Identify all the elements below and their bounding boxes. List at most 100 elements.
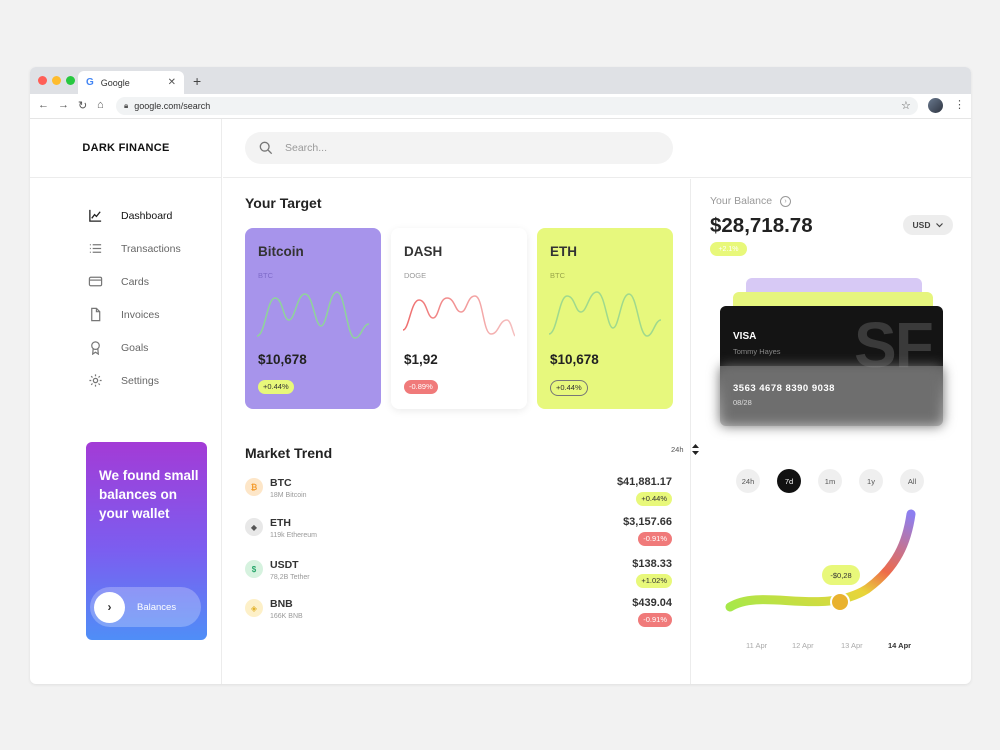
top-bar — [223, 119, 971, 178]
url-field[interactable]: 🔒︎ google.com/search — [116, 97, 918, 115]
market-row-eth[interactable]: ◆ ETH 119k Ethereum $3,157.66 -0.91% — [245, 516, 672, 556]
market-symbol: BTC — [270, 477, 292, 489]
card-price: $10,678 — [550, 352, 599, 367]
market-filter[interactable]: 24h — [671, 444, 699, 455]
market-row-btc[interactable]: ₿ BTC 18M Bitcoin $41,881.17 +0.44% — [245, 476, 672, 516]
balance-label-row: Your Balance › — [710, 195, 792, 207]
bookmark-star-icon[interactable]: ☆ — [901, 100, 911, 112]
balance-gauge-chart — [725, 509, 916, 612]
period-1m[interactable]: 1m — [818, 469, 842, 493]
browser-tab[interactable]: G Google ✕ — [78, 71, 184, 94]
sidebar-item-label: Settings — [121, 374, 159, 387]
sidebar-item-label: Goals — [121, 341, 149, 354]
profile-avatar[interactable] — [928, 98, 943, 113]
sidebar-menu: Dashboard Transactions Cards Invoices Go… — [88, 199, 181, 397]
sidebar-item-invoices[interactable]: Invoices — [88, 298, 181, 331]
market-price: $41,881.17 — [616, 476, 672, 488]
gauge-tooltip: -$0,28 — [822, 565, 860, 585]
minimize-window-dot[interactable] — [52, 76, 61, 85]
sidebar-item-cards[interactable]: Cards — [88, 265, 181, 298]
forward-icon[interactable]: → — [58, 99, 69, 111]
your-target-title: Your Target — [245, 195, 322, 211]
period-24h[interactable]: 24h — [736, 469, 760, 493]
market-change-badge: +0.44% — [636, 492, 672, 506]
url-text: google.com/search — [134, 101, 211, 111]
usdt-coin-icon: $ — [245, 560, 263, 578]
sidebar-item-label: Cards — [121, 275, 150, 288]
brand-logo: DARK FINANCE — [30, 119, 222, 178]
sidebar-item-dashboard[interactable]: Dashboard — [88, 199, 181, 232]
home-icon[interactable]: ⌂ — [97, 99, 104, 111]
lock-icon: 🔒︎ — [124, 101, 129, 110]
reload-icon[interactable]: ↻ — [78, 100, 88, 112]
chevron-right-icon: › — [94, 591, 125, 623]
sidebar-item-transactions[interactable]: Transactions — [88, 232, 181, 265]
card-blur-shape — [720, 366, 943, 426]
market-symbol: ETH — [270, 517, 291, 529]
balances-button[interactable]: › Balances — [90, 587, 201, 627]
market-row-bnb[interactable]: ◈ BNB 166K BNB $439.04 -0.91% — [245, 597, 672, 637]
eth-coin-icon: ◆ — [245, 518, 263, 536]
btc-coin-icon: ₿ — [245, 478, 263, 496]
sidebar-item-label: Dashboard — [121, 209, 173, 222]
document-icon — [91, 307, 101, 322]
dash-sparkline — [403, 295, 515, 337]
info-icon[interactable]: › — [780, 195, 792, 207]
card-stack[interactable]: SF VISA Tommy Hayes 3563 4678 8390 9038 … — [692, 278, 971, 443]
tab-close-icon[interactable]: ✕ — [167, 77, 176, 88]
market-row-usdt[interactable]: $ USDT 78,2B Tether $138.33 +1.02% — [245, 558, 672, 598]
card-change-badge: +0.44% — [550, 380, 588, 396]
balance-label: Your Balance — [710, 195, 773, 207]
tab-strip: G Google ✕ + — [30, 67, 971, 94]
balance-panel: Your Balance › $28,718.78 +2.1% USD SF V… — [692, 179, 971, 684]
period-selector: 24h 7d 1m 1y All — [736, 469, 924, 493]
card-ticker: DOGE — [404, 271, 427, 280]
chart-line-icon — [89, 209, 102, 222]
gauge-date-14-apr: 14 Apr — [888, 641, 912, 650]
market-symbol: USDT — [270, 559, 299, 571]
target-card-dash[interactable]: DASH DOGE $1,92 -0.89% — [391, 228, 527, 409]
market-volume: 78,2B Tether — [270, 574, 310, 581]
period-7d[interactable]: 7d — [777, 469, 801, 493]
gauge-date-11-apr: 11 Apr — [746, 641, 768, 650]
search-input[interactable] — [285, 142, 645, 154]
sidebar-item-goals[interactable]: Goals — [88, 331, 181, 364]
card-blur-overlay — [692, 366, 971, 443]
gauge-arc — [725, 509, 916, 612]
sidebar-item-label: Transactions — [121, 242, 181, 255]
market-price: $439.04 — [632, 597, 672, 609]
award-icon — [91, 341, 100, 355]
market-filter-label: 24h — [671, 445, 684, 454]
period-all[interactable]: All — [900, 469, 924, 493]
card-price: $1,92 — [404, 352, 438, 367]
market-symbol: BNB — [270, 598, 293, 610]
chevron-down-icon — [936, 222, 944, 227]
currency-select[interactable]: USD — [903, 215, 953, 235]
maximize-window-dot[interactable] — [66, 76, 75, 85]
gear-icon — [89, 374, 102, 387]
balance-amount: $28,718.78 — [710, 214, 813, 237]
browser-menu-icon[interactable]: ⋮ — [954, 99, 965, 111]
close-window-dot[interactable] — [38, 76, 47, 85]
promo-text: We found small balances on your wallet — [99, 468, 199, 521]
gauge-marker — [830, 592, 850, 612]
list-icon — [89, 244, 102, 253]
main-content: Your Target Bitcoin BTC $10,678 +0.44% D… — [223, 179, 699, 684]
back-icon[interactable]: ← — [38, 99, 49, 111]
bnb-coin-icon: ◈ — [245, 599, 263, 617]
balances-promo-card: We found small balances on your wallet ›… — [86, 442, 207, 640]
card-name: ETH — [550, 244, 577, 259]
new-tab-icon[interactable]: + — [193, 73, 202, 89]
target-card-eth[interactable]: ETH BTC $10,678 +0.44% — [537, 228, 673, 409]
card-ticker: BTC — [258, 271, 273, 280]
search-box — [245, 132, 673, 164]
search-icon — [259, 141, 273, 155]
market-price: $138.33 — [632, 558, 672, 570]
gauge-date-12-apr: 12 Apr — [792, 641, 814, 650]
currency-value: USD — [912, 220, 931, 230]
window-controls — [38, 76, 75, 85]
period-1y[interactable]: 1y — [859, 469, 883, 493]
sidebar-item-settings[interactable]: Settings — [88, 364, 181, 397]
target-card-bitcoin[interactable]: Bitcoin BTC $10,678 +0.44% — [245, 228, 381, 409]
balance-change-badge: +2.1% — [710, 242, 747, 256]
